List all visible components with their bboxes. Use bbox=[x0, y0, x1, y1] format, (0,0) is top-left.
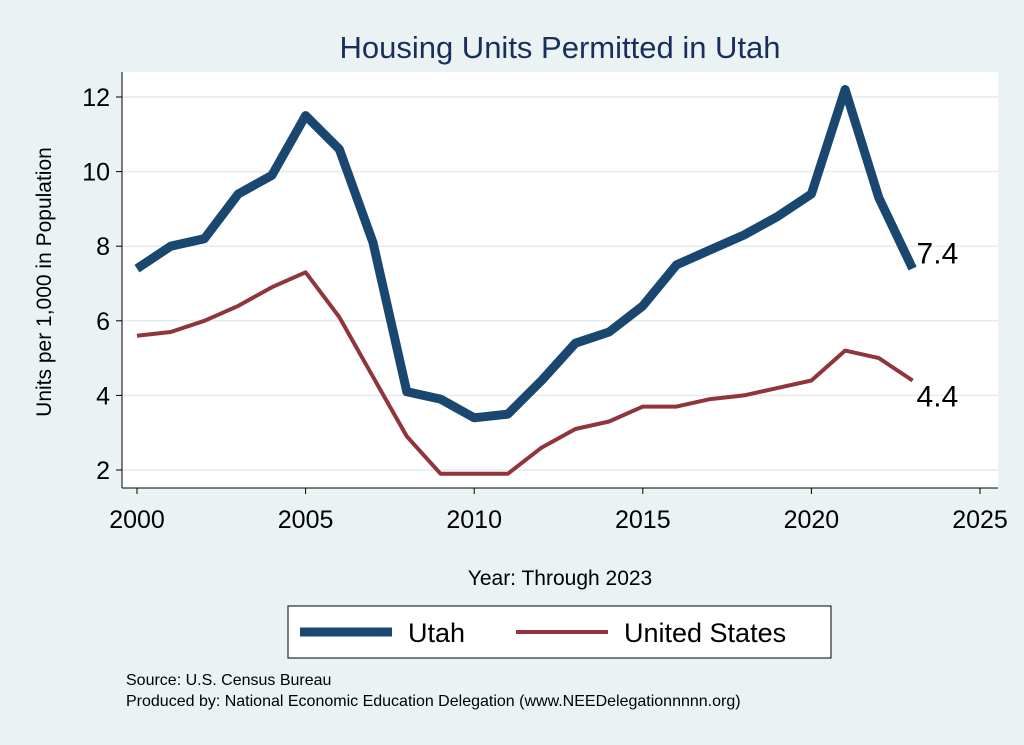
plot-area bbox=[122, 72, 998, 488]
producer-note: Produced by: National Economic Education… bbox=[126, 693, 741, 710]
legend-label-utah: Utah bbox=[408, 618, 465, 648]
y-tick-label-8: 8 bbox=[96, 233, 110, 261]
y-axis-label: Units per 1,000 in Population bbox=[33, 147, 56, 417]
x-tick-label-2010: 2010 bbox=[446, 506, 502, 534]
series-line-united-states bbox=[136, 270, 914, 476]
y-tick-label-10: 10 bbox=[82, 159, 110, 187]
y-tick-label-12: 12 bbox=[82, 84, 110, 112]
y-tick-label-2: 2 bbox=[96, 457, 110, 485]
x-tick-label-2015: 2015 bbox=[615, 506, 671, 534]
x-tick-label-2000: 2000 bbox=[109, 506, 165, 534]
x-axis-label: Year: Through 2023 bbox=[468, 567, 653, 590]
legend: Utah United States bbox=[287, 605, 832, 659]
series-line-utah bbox=[134, 85, 917, 423]
x-tick-label-2005: 2005 bbox=[278, 506, 334, 534]
x-tick-label-2025: 2025 bbox=[952, 506, 1008, 534]
end-labels: 7.4 4.4 bbox=[917, 238, 959, 414]
y-tick-label-4: 4 bbox=[96, 382, 110, 410]
series-lines bbox=[134, 85, 917, 476]
end-label-utah: 7.4 bbox=[917, 238, 959, 271]
chart-title: Housing Units Permitted in Utah bbox=[339, 30, 780, 65]
y-axis-ticks: 2 4 6 8 10 12 bbox=[82, 84, 122, 485]
y-tick-label-6: 6 bbox=[96, 308, 110, 336]
end-label-united-states: 4.4 bbox=[917, 380, 959, 413]
source-note: Source: U.S. Census Bureau bbox=[126, 672, 332, 689]
legend-label-united-states: United States bbox=[624, 618, 786, 648]
x-axis-ticks: 2000 2005 2010 2015 2020 2025 bbox=[109, 488, 1008, 534]
x-tick-label-2020: 2020 bbox=[784, 506, 840, 534]
